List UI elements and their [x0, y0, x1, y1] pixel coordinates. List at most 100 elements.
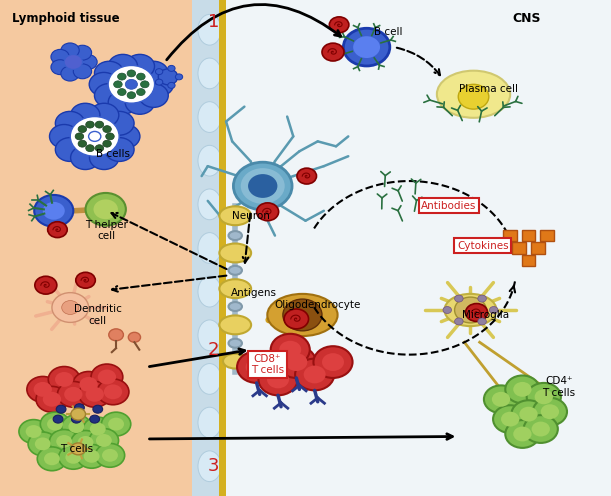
- Circle shape: [141, 81, 149, 88]
- Circle shape: [47, 418, 63, 431]
- Circle shape: [89, 429, 119, 452]
- Circle shape: [283, 299, 322, 331]
- Circle shape: [56, 112, 85, 135]
- Circle shape: [68, 420, 84, 433]
- Ellipse shape: [198, 320, 221, 351]
- Text: T cells: T cells: [60, 444, 93, 454]
- Circle shape: [104, 112, 134, 135]
- Circle shape: [62, 415, 91, 438]
- Circle shape: [277, 346, 316, 378]
- Ellipse shape: [219, 279, 251, 298]
- Circle shape: [111, 124, 140, 148]
- Circle shape: [95, 443, 125, 467]
- Circle shape: [127, 92, 136, 99]
- Circle shape: [279, 341, 301, 359]
- Text: CD4⁺
T cells: CD4⁺ T cells: [543, 376, 576, 398]
- Circle shape: [64, 387, 82, 402]
- Circle shape: [77, 444, 106, 468]
- Circle shape: [484, 385, 518, 413]
- Circle shape: [73, 372, 104, 397]
- Ellipse shape: [198, 189, 221, 220]
- Circle shape: [155, 68, 163, 74]
- Circle shape: [329, 17, 349, 33]
- Circle shape: [73, 45, 92, 60]
- Ellipse shape: [219, 244, 251, 262]
- Circle shape: [49, 124, 79, 148]
- Circle shape: [64, 55, 82, 69]
- Circle shape: [284, 309, 309, 329]
- Circle shape: [34, 195, 73, 227]
- Text: T helper
cell: T helper cell: [86, 220, 128, 242]
- Text: Antibodies: Antibodies: [422, 201, 477, 211]
- Circle shape: [93, 199, 118, 219]
- Circle shape: [91, 364, 123, 390]
- Circle shape: [532, 422, 550, 436]
- Circle shape: [489, 307, 498, 313]
- Circle shape: [271, 334, 310, 366]
- Circle shape: [125, 90, 155, 114]
- Circle shape: [478, 318, 486, 325]
- Circle shape: [86, 121, 94, 128]
- Circle shape: [322, 353, 344, 371]
- Circle shape: [37, 447, 67, 471]
- Circle shape: [53, 415, 63, 423]
- Circle shape: [248, 174, 277, 198]
- Circle shape: [44, 452, 60, 465]
- Circle shape: [102, 449, 118, 462]
- Circle shape: [104, 384, 122, 399]
- Circle shape: [513, 427, 532, 441]
- Circle shape: [125, 79, 137, 89]
- Circle shape: [343, 28, 390, 66]
- Circle shape: [71, 415, 81, 423]
- Circle shape: [125, 55, 155, 78]
- Circle shape: [34, 382, 52, 397]
- Circle shape: [258, 364, 298, 395]
- Circle shape: [78, 125, 87, 132]
- Circle shape: [86, 193, 126, 226]
- Circle shape: [237, 351, 276, 383]
- Circle shape: [61, 66, 79, 81]
- Circle shape: [28, 432, 57, 456]
- Ellipse shape: [437, 70, 510, 118]
- Circle shape: [304, 366, 326, 383]
- Circle shape: [27, 376, 59, 402]
- Circle shape: [84, 450, 100, 463]
- Text: B cells: B cells: [96, 149, 130, 159]
- Ellipse shape: [223, 354, 247, 369]
- Circle shape: [493, 405, 527, 433]
- Circle shape: [89, 72, 119, 96]
- Circle shape: [533, 398, 567, 426]
- Circle shape: [75, 404, 84, 412]
- Circle shape: [98, 370, 116, 384]
- Circle shape: [97, 379, 129, 405]
- Circle shape: [70, 117, 119, 156]
- Circle shape: [40, 412, 70, 436]
- Circle shape: [101, 412, 131, 436]
- Circle shape: [139, 62, 168, 85]
- Circle shape: [79, 377, 98, 392]
- Circle shape: [56, 137, 85, 161]
- Circle shape: [19, 420, 48, 443]
- Ellipse shape: [198, 364, 221, 394]
- Circle shape: [55, 372, 73, 387]
- Ellipse shape: [198, 276, 221, 307]
- Circle shape: [109, 329, 123, 341]
- Circle shape: [267, 371, 289, 388]
- Ellipse shape: [268, 294, 337, 336]
- Circle shape: [104, 137, 134, 161]
- Ellipse shape: [219, 315, 251, 334]
- Circle shape: [144, 72, 174, 96]
- Text: B cell: B cell: [374, 27, 402, 37]
- Ellipse shape: [229, 266, 242, 275]
- Ellipse shape: [198, 14, 221, 45]
- Circle shape: [90, 423, 106, 435]
- Circle shape: [71, 443, 86, 455]
- Text: Cytokines: Cytokines: [457, 241, 508, 250]
- Circle shape: [76, 272, 95, 288]
- Circle shape: [103, 125, 111, 132]
- Circle shape: [86, 387, 104, 402]
- Circle shape: [71, 431, 100, 454]
- Circle shape: [43, 202, 65, 220]
- Circle shape: [455, 318, 463, 325]
- Text: Antigens: Antigens: [230, 288, 277, 298]
